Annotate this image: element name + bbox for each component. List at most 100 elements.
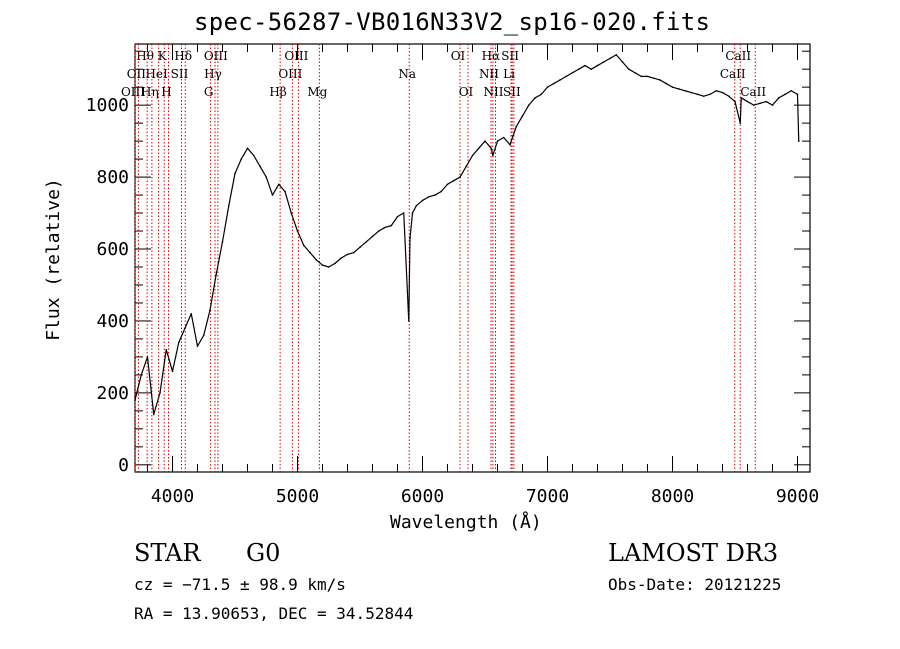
spectrum-data-point xyxy=(777,97,780,99)
spectrum-data-point xyxy=(492,154,494,157)
spectrum-data-point xyxy=(502,136,505,139)
spectrum-data-point xyxy=(271,194,274,196)
x-tick-label: 7000 xyxy=(526,486,569,507)
object-type: STAR xyxy=(134,539,201,567)
y-tick-label: 600 xyxy=(96,239,129,260)
spectrum-data-point xyxy=(784,93,786,96)
spectrum-data-point xyxy=(396,215,399,218)
spectrum-data-point xyxy=(427,196,430,198)
spectrum-data-point xyxy=(215,273,218,275)
spectrum-data-point xyxy=(665,82,668,85)
spectrum-data-point xyxy=(209,309,211,311)
spectrum-data-point xyxy=(709,93,711,96)
spectrum-data-point xyxy=(315,258,318,261)
spectrum-data-point xyxy=(377,230,380,232)
spectral-line-label: OIII xyxy=(204,49,228,63)
spectrum-data-point xyxy=(727,95,730,97)
survey-name: LAMOST DR3 xyxy=(608,539,779,567)
spectrum-data-point xyxy=(765,100,768,103)
spectrum-data-point xyxy=(284,190,286,193)
spectrum-data-point xyxy=(615,53,618,56)
spectrum-data-point xyxy=(577,68,580,70)
spectrum-data-point xyxy=(277,183,280,186)
spectrum-data-point xyxy=(221,241,224,243)
spectrum-data-point xyxy=(671,86,674,88)
spectrum-data-point xyxy=(540,93,543,96)
spectrum-data-point xyxy=(134,399,136,401)
spectrum-data-point xyxy=(602,61,605,63)
spectral-line-label: SII xyxy=(501,49,519,63)
spectrum-data-point xyxy=(684,89,686,92)
spectrum-data-point xyxy=(246,147,249,150)
spectrum-data-point xyxy=(790,89,793,92)
spectrum-data-point xyxy=(690,91,693,94)
spectrum-data-point xyxy=(521,115,524,117)
spectrum-data-point xyxy=(640,75,643,78)
spectrum-data-point xyxy=(327,266,330,268)
spectrum-data-point xyxy=(302,244,305,247)
spectral-line-label: G xyxy=(204,85,214,99)
spectrum-data-point xyxy=(471,154,474,157)
spectrum-data-point xyxy=(309,251,311,254)
obs-date: Obs-Date: 20121225 xyxy=(608,575,782,594)
spectrum-data-point xyxy=(771,104,774,106)
spectrum-data-point xyxy=(411,212,414,214)
spectral-line-label: Na xyxy=(398,67,416,81)
spectrum-data-point xyxy=(265,176,268,178)
spectrum-data-point xyxy=(202,334,205,337)
spectrum-data-point xyxy=(534,97,536,99)
chart-title: spec-56287-VB016N33V2_sp16-020.fits xyxy=(194,8,711,36)
spectral-line-label: K xyxy=(158,49,168,63)
spectrum-data-point xyxy=(659,79,661,81)
spectral-line-label: Mg xyxy=(307,85,327,99)
spectrum-data-point xyxy=(184,327,186,329)
spectrum-data-point xyxy=(165,348,168,351)
spectrum-data-point xyxy=(196,345,199,347)
spectrum-data-point xyxy=(627,68,630,70)
spectrum-data-point xyxy=(177,341,180,344)
spectrum-data-point xyxy=(752,104,755,106)
spectral-line-label: OI xyxy=(451,49,466,63)
spectrum-data-point xyxy=(559,79,561,81)
x-tick-label: 5000 xyxy=(276,486,319,507)
spectrum-data-point xyxy=(715,89,718,92)
spectral-line-label: OIII xyxy=(284,49,308,63)
spectrum-data-point xyxy=(252,154,255,157)
spectrum-data-point xyxy=(227,205,230,207)
spectral-line-label: Hβ xyxy=(269,85,286,99)
spectrum-data-point xyxy=(796,93,799,96)
spectral-line-label: HeI xyxy=(145,67,168,81)
spectrum-data-point xyxy=(190,312,193,315)
spectrum-data-point xyxy=(359,246,361,249)
spectrum-data-point xyxy=(296,230,299,232)
spectrum-data-point xyxy=(565,75,568,78)
spectrum-data-point xyxy=(740,97,743,99)
spectrum-data-point xyxy=(590,68,593,70)
spectrum-data-point xyxy=(434,194,436,196)
spectrum-data-point xyxy=(146,356,149,358)
spectrum-data-point xyxy=(171,370,174,373)
spectrum-data-point xyxy=(490,147,493,150)
y-tick-label: 800 xyxy=(96,167,129,188)
spectrum-data-point xyxy=(797,140,800,142)
spectrum-data-point xyxy=(621,61,624,63)
x-axis-label: Wavelength (Å) xyxy=(390,512,542,533)
coordinates: RA = 13.90653, DEC = 34.52844 xyxy=(134,604,414,623)
spectral-line-label: CaII xyxy=(740,85,766,99)
spectral-line-label: OIII xyxy=(121,85,145,99)
spectral-line-label: Hθ xyxy=(136,49,154,63)
spectrum-data-point xyxy=(696,93,699,96)
spectrum-series-line xyxy=(134,54,800,416)
spectral-line-label: H xyxy=(161,85,171,99)
spectral-line-label: NII xyxy=(484,85,504,99)
spectrum-data-point xyxy=(371,235,374,238)
spectral-line-label: CaII xyxy=(720,67,746,81)
spectrum-data-point xyxy=(321,264,324,266)
spectrum-data-point xyxy=(440,190,443,193)
spectral-line-label: SII xyxy=(503,85,521,99)
spectrum-data-point xyxy=(140,374,143,376)
spectrum-data-point xyxy=(721,91,724,94)
spectrum-data-point xyxy=(759,102,761,105)
spectrum-data-point xyxy=(496,140,499,142)
